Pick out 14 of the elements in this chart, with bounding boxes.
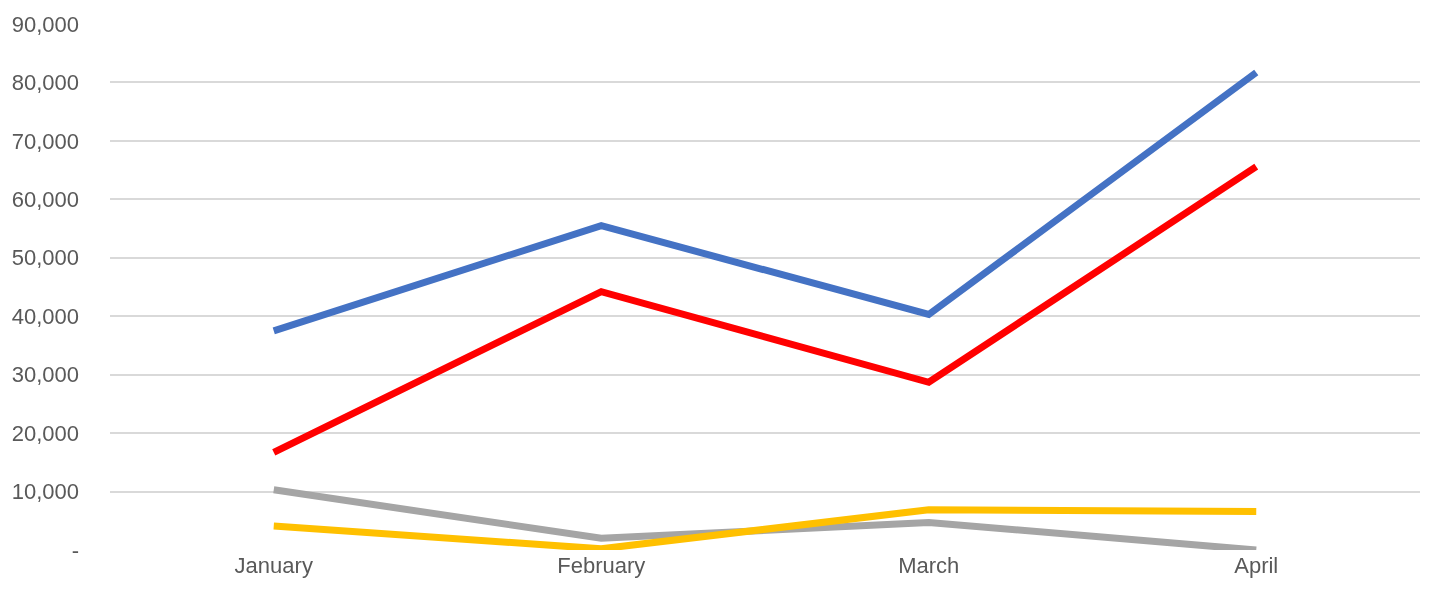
y-tick-label: 70,000 bbox=[11, 128, 79, 154]
y-tick-label: 30,000 bbox=[11, 362, 79, 388]
x-tick-label: March bbox=[898, 553, 960, 578]
y-tick-label: 90,000 bbox=[11, 11, 79, 37]
y-tick-label: 80,000 bbox=[11, 70, 79, 96]
y-tick-label: 50,000 bbox=[11, 245, 79, 271]
x-tick-label: January bbox=[234, 553, 313, 578]
x-tick-label: February bbox=[557, 553, 646, 578]
y-tick-label: 40,000 bbox=[11, 303, 79, 329]
y-tick-label: 10,000 bbox=[11, 479, 79, 505]
y-tick-label: - bbox=[71, 537, 79, 563]
y-tick-label: 20,000 bbox=[11, 420, 79, 446]
x-tick-label: April bbox=[1234, 553, 1279, 578]
y-tick-label: 60,000 bbox=[11, 187, 79, 213]
